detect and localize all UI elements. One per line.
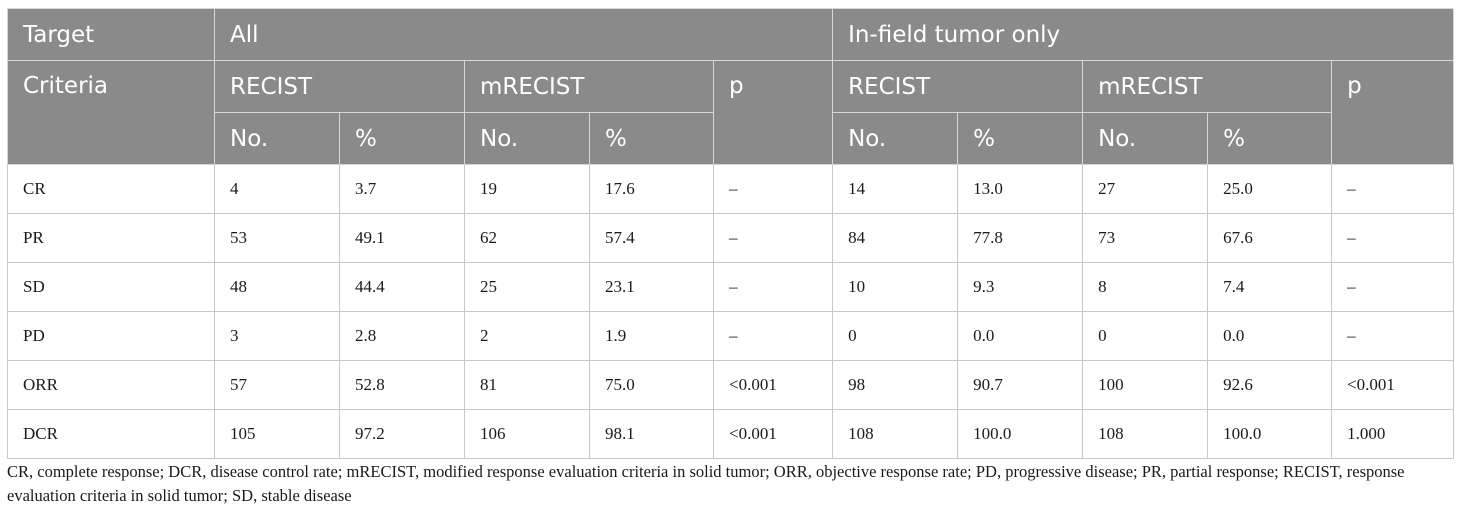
cell: 57.4 bbox=[589, 213, 714, 263]
cell: 0.0 bbox=[957, 311, 1084, 361]
cell: <0.001 bbox=[712, 360, 834, 410]
cell: 4 bbox=[214, 164, 340, 214]
cell: 2 bbox=[464, 311, 590, 361]
cell: 3.7 bbox=[339, 164, 465, 214]
cell: 92.6 bbox=[1207, 360, 1333, 410]
table-body: CR 4 3.7 19 17.6 – 14 13.0 27 25.0 – PR … bbox=[7, 164, 1455, 459]
results-table-container: Target All In-field tumor only Criteria … bbox=[7, 8, 1455, 459]
cell: <0.001 bbox=[1331, 360, 1455, 410]
all-recist-no-header: No. bbox=[214, 112, 340, 165]
cell: 97.2 bbox=[339, 409, 465, 459]
cell: 105 bbox=[214, 409, 340, 459]
cell: 98 bbox=[832, 360, 959, 410]
cell: – bbox=[712, 164, 834, 214]
table-row: SD 48 44.4 25 23.1 – 10 9.3 8 7.4 – bbox=[7, 262, 1455, 312]
cell: 9.3 bbox=[957, 262, 1084, 312]
cell: 67.6 bbox=[1207, 213, 1333, 263]
cell: 49.1 bbox=[339, 213, 465, 263]
cell: 106 bbox=[464, 409, 590, 459]
cell: – bbox=[712, 262, 834, 312]
cell: 100.0 bbox=[1207, 409, 1333, 459]
cell: 108 bbox=[832, 409, 959, 459]
cell: 17.6 bbox=[589, 164, 714, 214]
cell: 53 bbox=[214, 213, 340, 263]
cell: – bbox=[1331, 262, 1455, 312]
cell: 62 bbox=[464, 213, 590, 263]
infield-mrecist-pct-header: % bbox=[1207, 112, 1333, 165]
cell: 10 bbox=[832, 262, 959, 312]
cell: – bbox=[712, 311, 834, 361]
cell: – bbox=[1331, 311, 1455, 361]
cell: 52.8 bbox=[339, 360, 465, 410]
cell: 14 bbox=[832, 164, 959, 214]
cell: 75.0 bbox=[589, 360, 714, 410]
all-recist-header: RECIST bbox=[214, 60, 465, 113]
cell: 77.8 bbox=[957, 213, 1084, 263]
all-mrecist-header: mRECIST bbox=[464, 60, 714, 113]
table-row: CR 4 3.7 19 17.6 – 14 13.0 27 25.0 – bbox=[7, 164, 1455, 214]
row-label: SD bbox=[7, 262, 215, 312]
table-footnote: CR, complete response; DCR, disease cont… bbox=[7, 462, 1405, 505]
cell: 25.0 bbox=[1207, 164, 1333, 214]
cell: 3 bbox=[214, 311, 340, 361]
cell: 57 bbox=[214, 360, 340, 410]
header-row-subcols: No. % No. % No. % No. % bbox=[8, 112, 1454, 165]
cell: 7.4 bbox=[1207, 262, 1333, 312]
table-row: ORR 57 52.8 81 75.0 <0.001 98 90.7 100 9… bbox=[7, 360, 1455, 410]
header-row-criteria: Criteria RECIST mRECIST p RECIST mRECIST… bbox=[7, 60, 1455, 165]
cell: 100.0 bbox=[957, 409, 1084, 459]
cell: 48 bbox=[214, 262, 340, 312]
cell: 8 bbox=[1082, 262, 1209, 312]
cell: 44.4 bbox=[339, 262, 465, 312]
infield-mrecist-header: mRECIST bbox=[1082, 60, 1333, 113]
infield-mrecist-no-header: No. bbox=[1082, 112, 1209, 165]
cell: 25 bbox=[464, 262, 590, 312]
cell: <0.001 bbox=[712, 409, 834, 459]
table-row: PD 3 2.8 2 1.9 – 0 0.0 0 0.0 – bbox=[7, 311, 1455, 361]
target-header: Target bbox=[7, 8, 215, 61]
response-table: Target All In-field tumor only Criteria … bbox=[7, 8, 1455, 459]
infield-recist-header: RECIST bbox=[832, 60, 1084, 113]
row-label: DCR bbox=[7, 409, 215, 459]
infield-p-header: p bbox=[1331, 60, 1455, 165]
cell: 27 bbox=[1082, 164, 1209, 214]
row-label: PD bbox=[7, 311, 215, 361]
row-label: ORR bbox=[7, 360, 215, 410]
row-label: CR bbox=[7, 164, 215, 214]
infield-group-header: In-field tumor only bbox=[832, 8, 1455, 61]
cell: 19 bbox=[464, 164, 590, 214]
cell: – bbox=[712, 213, 834, 263]
all-mrecist-pct-header: % bbox=[589, 112, 714, 165]
criteria-header: Criteria bbox=[7, 60, 215, 165]
table-row: DCR 105 97.2 106 98.1 <0.001 108 100.0 1… bbox=[7, 409, 1455, 459]
cell: 81 bbox=[464, 360, 590, 410]
cell: 1.9 bbox=[589, 311, 714, 361]
cell: 0.0 bbox=[1207, 311, 1333, 361]
table-row: PR 53 49.1 62 57.4 – 84 77.8 73 67.6 – bbox=[7, 213, 1455, 263]
cell: 73 bbox=[1082, 213, 1209, 263]
cell: 84 bbox=[832, 213, 959, 263]
cell: 98.1 bbox=[589, 409, 714, 459]
cell: 2.8 bbox=[339, 311, 465, 361]
cell: 1.000 bbox=[1331, 409, 1455, 459]
all-recist-pct-header: % bbox=[339, 112, 465, 165]
cell: 0 bbox=[1082, 311, 1209, 361]
row-label: PR bbox=[7, 213, 215, 263]
header-row-target: Target All In-field tumor only bbox=[7, 8, 1455, 61]
infield-recist-pct-header: % bbox=[957, 112, 1084, 165]
cell: – bbox=[1331, 164, 1455, 214]
cell: 90.7 bbox=[957, 360, 1084, 410]
table-header: Target All In-field tumor only Criteria … bbox=[7, 8, 1455, 165]
cell: 100 bbox=[1082, 360, 1209, 410]
all-mrecist-no-header: No. bbox=[464, 112, 590, 165]
cell: – bbox=[1331, 213, 1455, 263]
cell: 23.1 bbox=[589, 262, 714, 312]
infield-recist-no-header: No. bbox=[832, 112, 959, 165]
cell: 108 bbox=[1082, 409, 1209, 459]
cell: 0 bbox=[832, 311, 959, 361]
all-group-header: All bbox=[213, 8, 834, 61]
cell: 13.0 bbox=[957, 164, 1084, 214]
all-p-header: p bbox=[712, 60, 834, 165]
